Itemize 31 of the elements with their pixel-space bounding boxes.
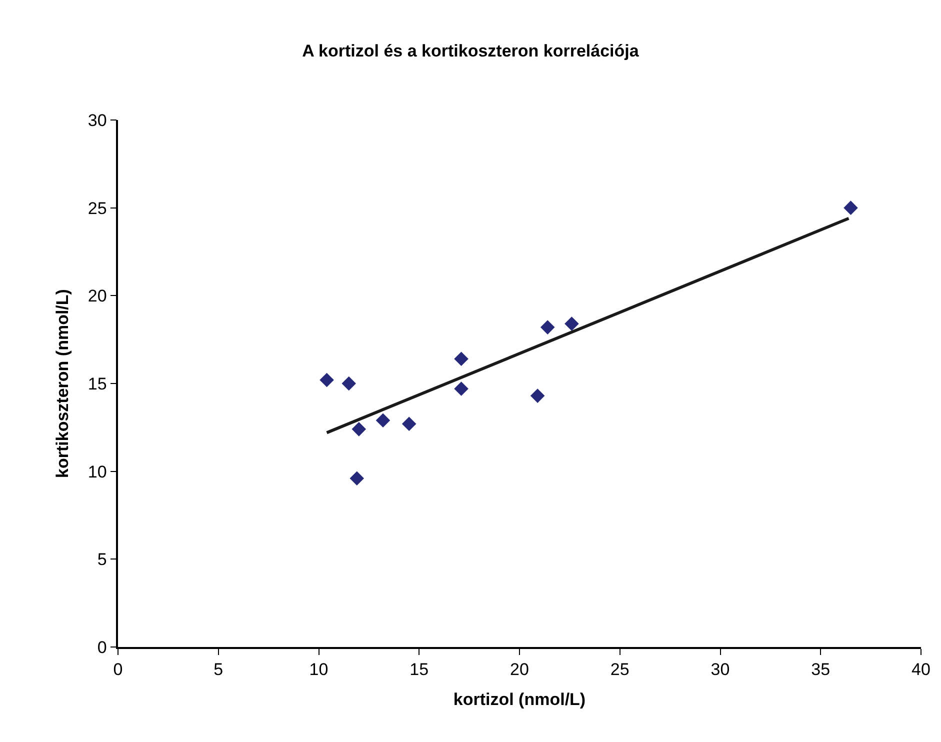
point xyxy=(540,320,555,334)
point xyxy=(454,382,468,396)
x-tick-label: 30 xyxy=(710,660,730,680)
point xyxy=(844,200,858,215)
y-tick-label: 0 xyxy=(97,638,107,657)
point xyxy=(530,388,545,403)
point xyxy=(402,416,416,432)
x-tick-label: 5 xyxy=(214,660,224,680)
x-tick-label: 40 xyxy=(912,660,930,680)
y-tick-label: 5 xyxy=(97,550,107,570)
point xyxy=(564,316,579,331)
x-tick-label: 10 xyxy=(309,660,328,680)
y-tick-label: 25 xyxy=(88,198,107,218)
point xyxy=(376,413,390,428)
point xyxy=(454,352,468,366)
x-tick-label: 35 xyxy=(811,660,830,680)
y-axis-title: kortikoszteron (nmol/L) xyxy=(52,289,72,478)
y-tick-label: 15 xyxy=(88,374,107,394)
point xyxy=(352,422,366,436)
x-tick-label: 0 xyxy=(113,660,123,680)
y-tick-label: 20 xyxy=(88,286,107,306)
point xyxy=(320,372,334,388)
x-axis-title: kortizol (nmol/L) xyxy=(453,690,586,710)
point xyxy=(342,376,356,391)
chart-title: A kortizol és a kortikoszteron korrelációja xyxy=(302,41,640,60)
x-tick-label: 20 xyxy=(510,660,529,680)
point xyxy=(350,471,364,486)
x-tick-label: 25 xyxy=(610,660,630,680)
y-tick-label: 10 xyxy=(88,462,107,482)
x-tick-label: 15 xyxy=(410,660,429,680)
y-tick-label: 30 xyxy=(88,110,107,130)
